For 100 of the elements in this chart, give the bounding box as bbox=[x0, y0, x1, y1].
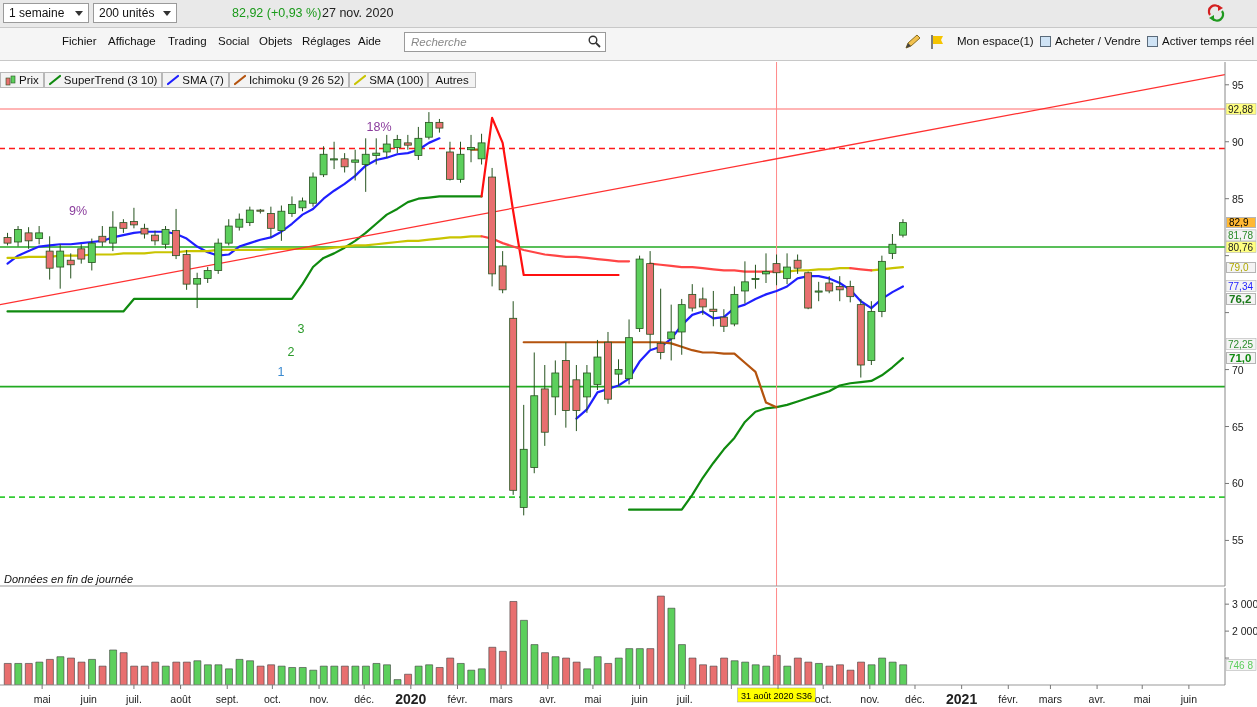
x-tick-label: mars bbox=[489, 693, 513, 705]
bar bbox=[899, 664, 907, 685]
candlestick bbox=[35, 225, 44, 245]
annotation: 72,25 bbox=[1228, 338, 1254, 350]
bar bbox=[404, 673, 412, 685]
candlestick bbox=[583, 364, 591, 414]
annotation: 77,34 bbox=[1228, 280, 1254, 292]
candlestick bbox=[393, 134, 402, 154]
bar bbox=[751, 664, 760, 685]
bar bbox=[604, 663, 613, 685]
bar bbox=[246, 660, 254, 685]
candlestick bbox=[899, 218, 907, 238]
bar bbox=[256, 665, 265, 685]
text: 71,0 bbox=[1229, 352, 1252, 365]
text: Fichier bbox=[62, 35, 97, 47]
candlestick bbox=[340, 152, 349, 173]
bar bbox=[867, 664, 876, 685]
candlestick bbox=[688, 283, 697, 312]
bar bbox=[815, 663, 823, 685]
bar bbox=[309, 669, 318, 685]
text: Mon espace(1) bbox=[957, 35, 1034, 47]
bar bbox=[657, 595, 665, 685]
y-tick-label: 70 bbox=[1232, 363, 1244, 376]
bar bbox=[130, 665, 138, 685]
text: 79,0 bbox=[1229, 261, 1249, 273]
candlestick bbox=[656, 288, 665, 360]
bar bbox=[730, 660, 739, 685]
bar bbox=[362, 665, 370, 685]
legend-label: SMA (7) bbox=[182, 74, 224, 86]
candlestick bbox=[719, 308, 728, 333]
candlestick bbox=[319, 145, 328, 178]
y-tick-label: 85 bbox=[1232, 192, 1244, 205]
candlestick bbox=[477, 133, 486, 166]
bar bbox=[804, 661, 813, 685]
x-tick-label: nov. bbox=[309, 693, 329, 705]
candlestick bbox=[793, 254, 802, 275]
candlestick bbox=[551, 359, 560, 416]
candlestick bbox=[151, 230, 159, 246]
bar bbox=[172, 661, 181, 685]
x-tick-label: déc. bbox=[354, 693, 375, 705]
bar bbox=[709, 665, 718, 685]
bar bbox=[857, 661, 865, 685]
bar bbox=[783, 665, 792, 685]
ref-line-label: 80,76 bbox=[1228, 241, 1254, 253]
y-tick-label: 95 bbox=[1232, 78, 1244, 91]
bar bbox=[478, 668, 486, 685]
bar bbox=[678, 644, 686, 685]
bar bbox=[25, 663, 33, 685]
x-tick-label: juil. bbox=[675, 693, 693, 705]
annotation: 81,78 bbox=[1228, 230, 1254, 242]
bar bbox=[319, 665, 328, 685]
bar bbox=[183, 661, 191, 685]
bar bbox=[593, 656, 602, 685]
bar bbox=[372, 663, 381, 685]
text: Aide bbox=[358, 35, 382, 47]
legend-label: SuperTrend (3 10) bbox=[63, 74, 158, 86]
candlestick bbox=[130, 207, 138, 229]
bar bbox=[88, 659, 96, 685]
x-tick-label: mai bbox=[33, 693, 51, 705]
candlestick bbox=[98, 225, 107, 248]
candlestick bbox=[814, 281, 823, 302]
bar bbox=[688, 657, 697, 685]
x-tick-label: nov. bbox=[860, 693, 880, 705]
dropdown-field: 1 semaine bbox=[3, 3, 89, 23]
candlestick bbox=[266, 206, 275, 238]
bar bbox=[625, 648, 634, 685]
bar bbox=[836, 664, 844, 685]
bar bbox=[562, 657, 570, 685]
bar bbox=[119, 652, 128, 685]
annotation: 1 bbox=[277, 365, 285, 379]
bar bbox=[235, 659, 244, 685]
bar bbox=[35, 661, 44, 685]
search-field: Recherche bbox=[404, 32, 606, 52]
y-tick-label: 2 000 bbox=[1232, 625, 1257, 638]
x-tick-label: 2020 bbox=[395, 691, 427, 707]
bar bbox=[225, 668, 233, 685]
x-tick-label: août bbox=[170, 693, 191, 705]
bar bbox=[878, 657, 886, 685]
candlestick bbox=[414, 126, 423, 161]
candlestick bbox=[277, 205, 286, 242]
candlestick bbox=[66, 252, 75, 279]
candlestick bbox=[288, 195, 296, 218]
bar bbox=[204, 664, 212, 685]
candlestick bbox=[425, 111, 433, 140]
x-tick-label: févr. bbox=[998, 693, 1019, 705]
y-tick-label: 60 bbox=[1232, 477, 1244, 490]
bar bbox=[888, 661, 897, 685]
candlestick bbox=[762, 252, 770, 284]
bar bbox=[193, 660, 202, 685]
bar bbox=[393, 679, 402, 685]
text: Réglages bbox=[302, 35, 351, 47]
candlestick bbox=[888, 233, 897, 260]
x-tick-label: sept. bbox=[215, 693, 239, 705]
bar bbox=[425, 664, 433, 685]
x-tick-label: oct. bbox=[263, 693, 281, 705]
bar bbox=[341, 665, 349, 685]
bar bbox=[846, 669, 855, 685]
x-tick-label: avr. bbox=[1088, 693, 1106, 705]
bar bbox=[509, 601, 518, 685]
text: 76,2 bbox=[1229, 292, 1252, 305]
